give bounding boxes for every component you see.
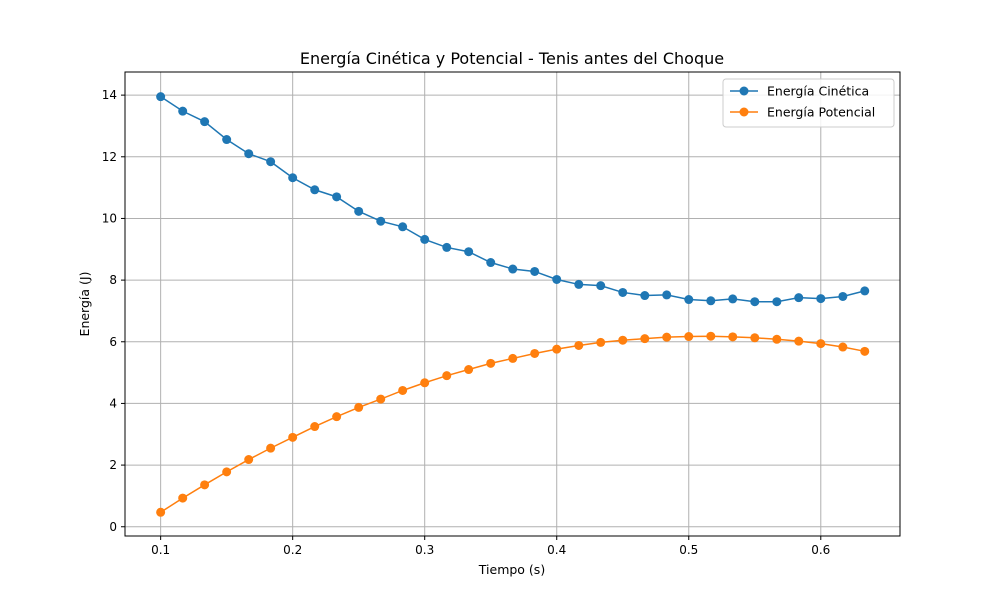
data-point (552, 344, 562, 354)
x-tick-label: 0.2 (283, 543, 302, 557)
data-point (398, 222, 408, 232)
data-point (816, 294, 826, 304)
data-point (310, 185, 320, 195)
grid (125, 72, 900, 536)
data-point (442, 371, 452, 381)
data-point (772, 334, 782, 344)
data-point (618, 335, 628, 345)
y-tick-label: 14 (102, 88, 117, 102)
data-point (156, 507, 166, 517)
chart-title: Energía Cinética y Potencial - Tenis ant… (300, 49, 724, 68)
data-point (574, 340, 584, 350)
legend-label: Energía Cinética (767, 84, 869, 99)
data-point (552, 274, 562, 284)
data-point (398, 385, 408, 395)
series-potential (156, 331, 870, 517)
data-point (838, 291, 848, 301)
data-point (662, 290, 672, 300)
data-point (860, 346, 870, 356)
data-point (838, 342, 848, 352)
data-point (684, 295, 694, 305)
series-kinetic (156, 92, 870, 307)
x-axis-label: Tiempo (s) (478, 562, 545, 577)
legend-label: Energía Potencial (767, 105, 875, 120)
data-point (200, 480, 210, 490)
data-point (750, 297, 760, 307)
data-point (420, 378, 430, 388)
x-axis: 0.1 0.2 0.3 0.4 0.5 0.6 (151, 536, 830, 557)
y-tick-label: 6 (109, 335, 117, 349)
y-tick-label: 4 (109, 396, 117, 410)
data-point (266, 157, 276, 167)
data-point (486, 258, 496, 268)
data-point (288, 173, 298, 183)
legend-marker (739, 107, 749, 117)
x-tick-label: 0.1 (151, 543, 170, 557)
data-point (816, 339, 826, 349)
data-point (772, 297, 782, 307)
legend-box (722, 78, 895, 128)
data-point (728, 294, 738, 304)
legend-marker (739, 86, 749, 96)
data-point (794, 293, 804, 303)
data-point (750, 333, 760, 343)
data-point (310, 422, 320, 432)
data-point (530, 266, 540, 276)
y-axis: 0 2 4 6 8 10 12 14 (102, 88, 125, 534)
data-point (200, 117, 210, 127)
data-point (640, 291, 650, 301)
legend: Energía Cinética Energía Potencial (722, 78, 895, 128)
data-point (706, 296, 716, 306)
y-tick-label: 8 (109, 273, 117, 287)
data-point (662, 332, 672, 342)
data-point (178, 106, 188, 116)
data-point (244, 455, 254, 465)
data-point (508, 353, 518, 363)
data-point (266, 443, 276, 453)
data-point (728, 332, 738, 342)
data-point (486, 358, 496, 368)
data-point (420, 234, 430, 244)
data-point (860, 286, 870, 296)
x-tick-label: 0.5 (679, 543, 698, 557)
data-point (464, 247, 474, 257)
data-point (222, 135, 232, 145)
x-tick-label: 0.4 (547, 543, 566, 557)
legend-item: Energía Potencial (730, 105, 875, 120)
data-point (178, 493, 188, 503)
data-point (530, 348, 540, 358)
series-layer (156, 92, 870, 517)
legend-item: Energía Cinética (730, 84, 869, 99)
data-point (376, 216, 386, 226)
x-tick-label: 0.6 (811, 543, 830, 557)
y-tick-label: 10 (102, 211, 117, 225)
plot-frame (124, 71, 901, 537)
y-tick-label: 12 (102, 150, 117, 164)
data-point (332, 192, 342, 202)
data-point (794, 336, 804, 346)
data-point (596, 281, 606, 291)
data-point (354, 206, 364, 216)
data-point (156, 92, 166, 102)
data-point (376, 394, 386, 404)
data-point (288, 432, 298, 442)
data-point (332, 412, 342, 422)
data-point (244, 149, 254, 159)
y-tick-label: 0 (109, 520, 117, 534)
data-point (618, 287, 628, 297)
data-point (596, 337, 606, 347)
data-point (354, 402, 364, 412)
y-tick-label: 2 (109, 458, 117, 472)
data-point (574, 279, 584, 289)
data-point (640, 334, 650, 344)
data-point (684, 332, 694, 342)
x-tick-label: 0.3 (415, 543, 434, 557)
data-point (442, 242, 452, 252)
data-point (508, 264, 518, 274)
data-point (706, 331, 716, 341)
data-point (464, 365, 474, 375)
y-axis-label: Energía (J) (77, 272, 92, 337)
data-point (222, 467, 232, 477)
